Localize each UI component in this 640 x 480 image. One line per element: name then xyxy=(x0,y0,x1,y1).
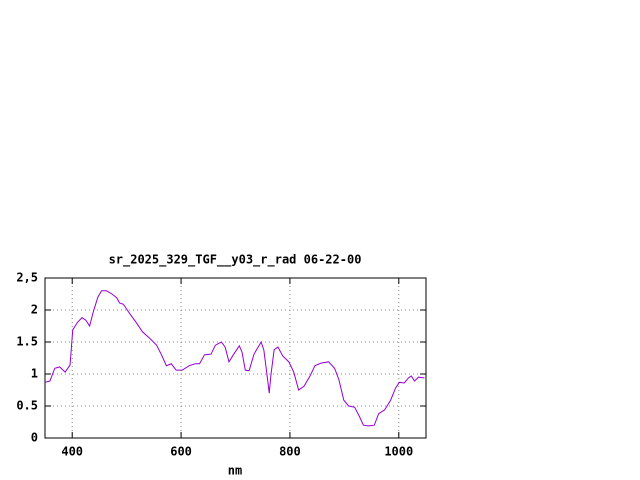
x-tick-label: 600 xyxy=(170,445,192,459)
x-tick-label: 400 xyxy=(61,445,83,459)
x-tick-label: 800 xyxy=(279,445,301,459)
y-tick-label: 0 xyxy=(31,431,38,445)
chart-title: sr_2025_329_TGF__y03_r_rad 06-22-00 xyxy=(109,253,362,268)
y-tick-label: 1 xyxy=(31,367,38,381)
x-tick-label: 1000 xyxy=(384,445,413,459)
y-tick-label: 2,5 xyxy=(16,271,38,285)
plot-frame xyxy=(44,277,427,439)
y-tick-label: 2 xyxy=(31,303,38,317)
data-line xyxy=(44,290,425,427)
y-tick-label: 0.5 xyxy=(16,399,38,413)
x-axis-label: nm xyxy=(228,464,242,478)
y-tick-label: 1.5 xyxy=(16,335,38,349)
